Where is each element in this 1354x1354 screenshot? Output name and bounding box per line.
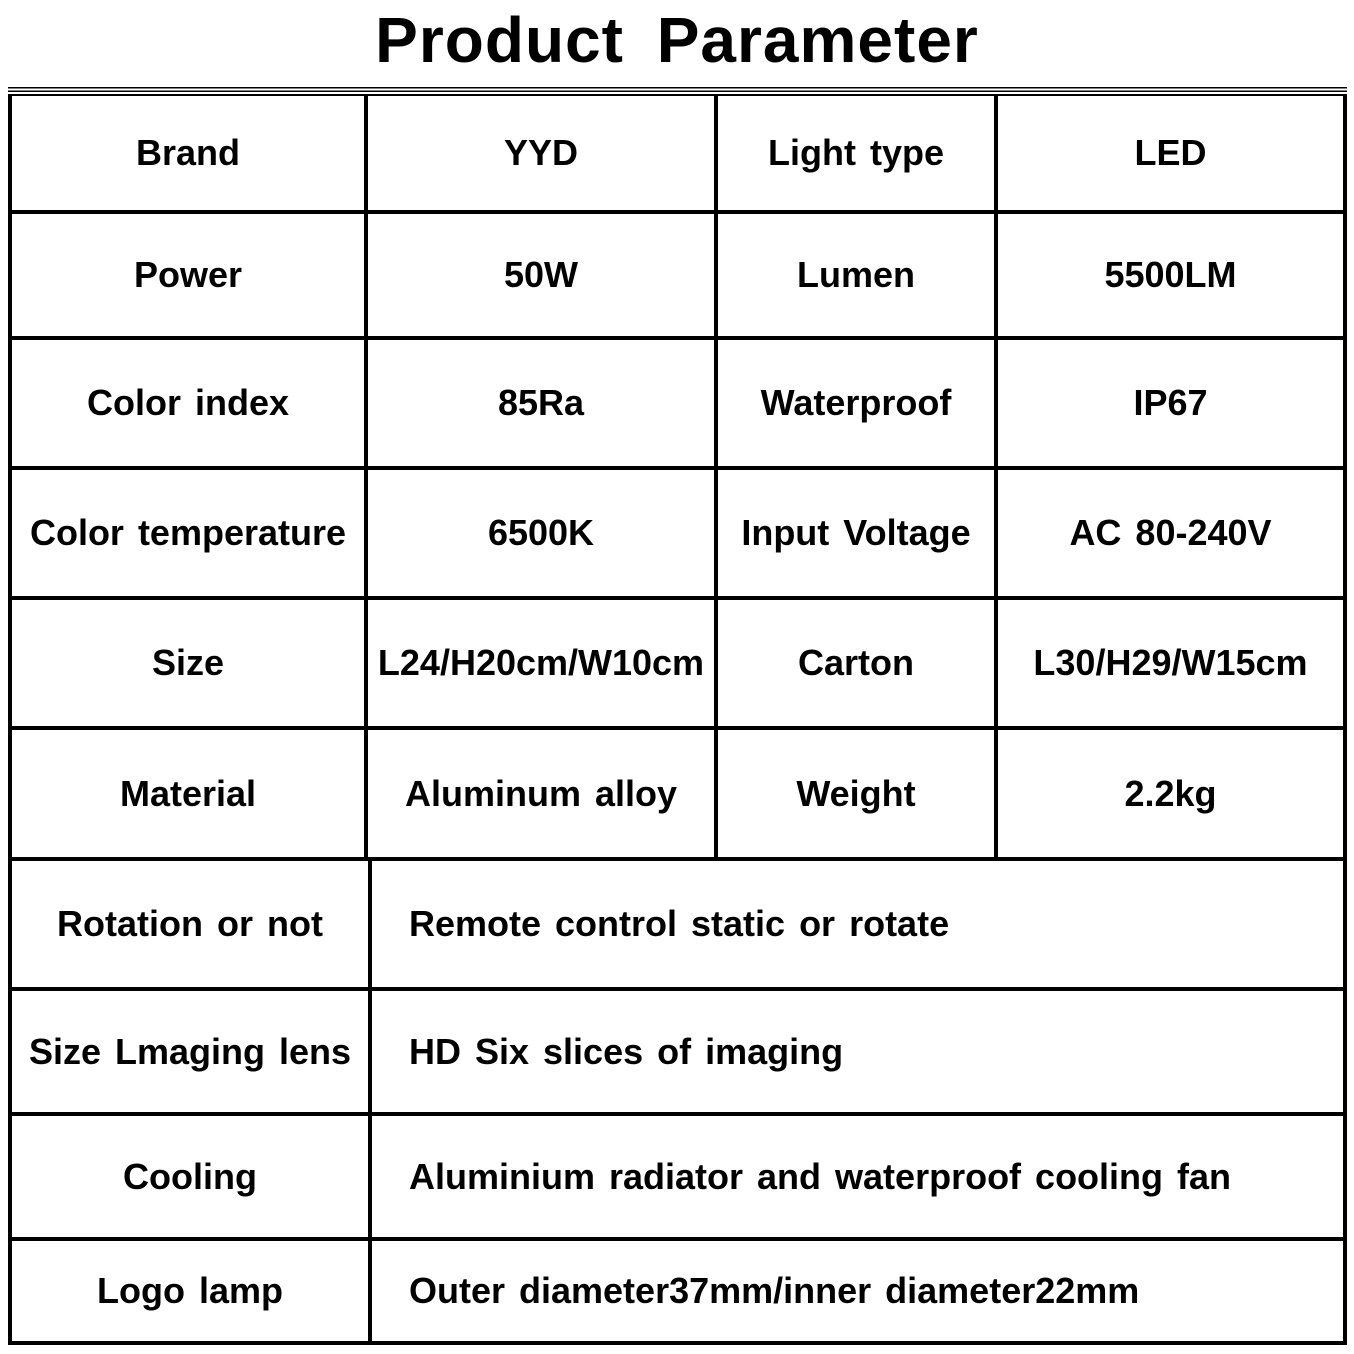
spec-label-rotation: Rotation or not (12, 861, 368, 987)
spec-value-waterproof: IP67 (998, 340, 1343, 466)
product-parameter-table: Brand YYD Light type LED Power 50W Lumen… (8, 96, 1347, 1345)
spec-label-brand: Brand (12, 96, 364, 210)
spec-label-cooling: Cooling (12, 1116, 368, 1237)
spec-label-carton: Carton (718, 600, 994, 726)
spec-value-carton: L30/H29/W15cm (998, 600, 1343, 726)
table-section-four-columns: Brand YYD Light type LED Power 50W Lumen… (12, 96, 1343, 857)
spec-value-cooling: Aluminium radiator and waterproof coolin… (372, 1116, 1343, 1237)
spec-label-light-type: Light type (718, 96, 994, 210)
page-title: Product Parameter (375, 4, 979, 76)
spec-value-rotation: Remote control static or rotate (372, 861, 1343, 987)
table-section-two-columns: Rotation or not Remote control static or… (12, 861, 1343, 1341)
spec-label-size: Size (12, 600, 364, 726)
spec-label-imaging-lens: Size Lmaging lens (12, 991, 368, 1112)
spec-label-lumen: Lumen (718, 214, 994, 336)
spec-value-brand: YYD (368, 96, 714, 210)
spec-value-lumen: 5500LM (998, 214, 1343, 336)
table-top-rule (8, 87, 1347, 96)
spec-label-waterproof: Waterproof (718, 340, 994, 466)
spec-label-material: Material (12, 730, 364, 857)
spec-value-input-voltage: AC 80-240V (998, 470, 1343, 596)
spec-label-color-index: Color index (12, 340, 364, 466)
spec-label-logo-lamp: Logo lamp (12, 1241, 368, 1341)
spec-value-imaging-lens: HD Six slices of imaging (372, 991, 1343, 1112)
spec-label-weight: Weight (718, 730, 994, 857)
spec-value-weight: 2.2kg (998, 730, 1343, 857)
spec-value-color-index: 85Ra (368, 340, 714, 466)
spec-value-power: 50W (368, 214, 714, 336)
spec-value-color-temperature: 6500K (368, 470, 714, 596)
spec-value-logo-lamp: Outer diameter37mm/inner diameter22mm (372, 1241, 1343, 1341)
spec-value-light-type: LED (998, 96, 1343, 210)
spec-label-input-voltage: Input Voltage (718, 470, 994, 596)
spec-label-power: Power (12, 214, 364, 336)
spec-label-color-temperature: Color temperature (12, 470, 364, 596)
spec-value-material: Aluminum alloy (368, 730, 714, 857)
spec-value-size: L24/H20cm/W10cm (368, 600, 714, 726)
